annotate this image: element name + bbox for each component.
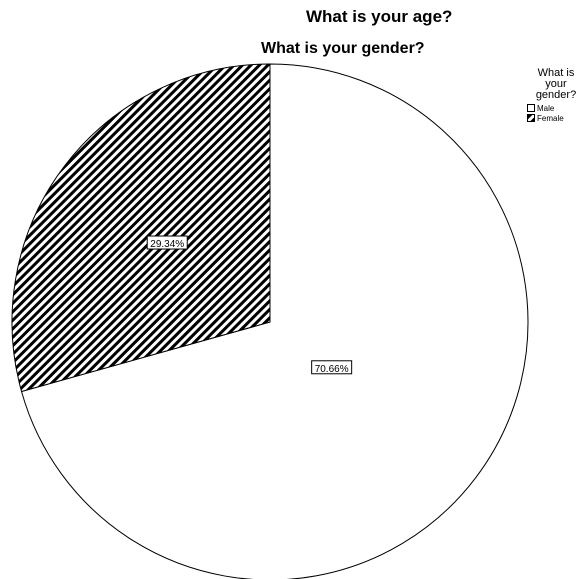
pie-slices (11, 63, 529, 579)
legend-label-male: Male (537, 103, 555, 113)
legend-label-female: Female (537, 113, 564, 123)
pie-data-labels: 70.66% 29.34% (146, 235, 353, 375)
pie-data-label-box-female (146, 235, 188, 250)
legend-item-female: Female (527, 113, 582, 123)
pie-data-label-female: 29.34% (150, 239, 184, 250)
pie-data-label-box-male (311, 360, 353, 375)
legend-title-line: gender? (535, 89, 577, 101)
legend-title-line: What is (537, 67, 575, 79)
chart-subtitle: What is your gender? (261, 40, 425, 57)
legend: What is your gender? Male Female (527, 68, 582, 123)
pie-slice-female (11, 63, 271, 393)
legend-item-male: Male (527, 103, 582, 113)
legend-title: What is your gender? (527, 68, 582, 101)
legend-title-line: your (545, 78, 567, 90)
legend-swatch-female (527, 114, 535, 122)
chart-title: What is your age? (306, 7, 453, 26)
pie-data-label-male: 70.66% (315, 364, 349, 375)
legend-swatch-male (527, 104, 535, 112)
pie-slice-male (20, 63, 529, 579)
